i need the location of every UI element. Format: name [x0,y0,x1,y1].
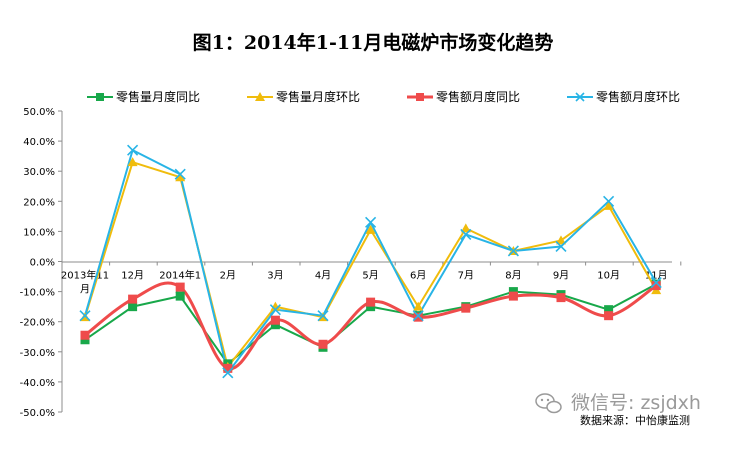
x-tick-label: 6月 [410,270,426,282]
data-point [175,291,185,301]
y-tick-label: -30.0% [20,348,55,359]
chart-title: 图1：2014年1-11月电磁炉市场变化趋势 [193,31,554,54]
source-note: 数据来源：中怡康监测 [580,413,690,427]
x-tick-label: 5月 [362,270,378,282]
data-point [223,363,233,373]
legend-label-1: 零售量月度环比 [276,89,360,104]
data-point [413,301,424,311]
legend-item-3: 零售额月度环比 [567,89,680,104]
data-point [80,330,90,340]
watermark-text: 微信号: zsjdxh [571,392,701,414]
data-point [128,302,138,312]
data-point [366,297,376,307]
y-tick-label: 0.0% [30,258,55,269]
data-point [461,303,471,313]
legend-item-0: 零售量月度同比 [87,89,200,104]
data-point [366,302,376,312]
series-line-2 [84,281,658,370]
legend-label-2: 零售额月度同比 [436,89,520,104]
data-point [222,367,234,379]
series-line-1 [84,161,658,368]
legend-label-0: 零售量月度同比 [116,89,200,104]
data-point [650,277,662,289]
data-point [556,293,566,303]
y-tick-label: 20.0% [23,197,55,208]
data-point [555,240,567,253]
data-point [175,282,185,292]
y-tick-label: -50.0% [20,408,55,419]
x-tick-label: 2月 [220,270,236,282]
data-point [413,312,423,322]
x-tick-label: 9月 [553,270,569,282]
x-tick-label: 7月 [458,270,474,282]
data-point [270,315,280,325]
wechat-icon [535,393,562,414]
y-tick-label: 40.0% [23,137,55,148]
data-point [412,310,424,322]
x-tick-label: 3月 [267,270,283,282]
series-line-0 [84,283,657,365]
data-point [80,335,90,345]
data-point [79,310,91,322]
data-point [127,144,139,156]
data-point [651,281,661,291]
data-point [604,311,614,321]
data-point [365,224,376,234]
y-tick-label: 30.0% [23,167,55,178]
data-point [603,195,615,207]
x-tick-label: 8月 [505,270,521,282]
data-point [460,223,471,233]
data-point [556,235,566,245]
y-tick-label: -40.0% [20,378,55,389]
data-point [318,339,328,349]
y-axis-ticks: 50.0% 40.0% 30.0% 20.0% 10.0% 0.0% -10.0% -20.0… [20,107,62,419]
y-tick-label: 50.0% [23,107,55,118]
data-point [508,287,518,297]
data-point [317,310,329,322]
x-tick-label: 12月 [121,270,144,282]
data-point [603,200,614,210]
data-point [269,304,281,316]
data-point [365,216,377,228]
legend-item-1: 零售量月度环比 [247,89,360,104]
y-tick-label: -10.0% [20,288,55,299]
data-point [270,301,281,311]
y-tick-label: -20.0% [20,318,55,329]
watermark: 微信号: zsjdxh [535,392,701,414]
data-point [270,320,280,330]
y-tick-label: 10.0% [23,227,55,238]
data-point [174,168,186,180]
data-point [507,245,519,257]
data-point [175,172,186,182]
series-markers [79,144,662,379]
x-tick-label: 2013年11 月 [61,269,109,296]
legend-label-3: 零售额月度环比 [596,89,680,104]
data-point [508,291,518,301]
legend-item-2: 零售额月度同比 [407,89,520,104]
data-point [128,294,138,304]
data-point [127,157,138,167]
x-axis-ticks: 2013年11月12月2014年1月2月3月4月5月6月7月8月9月10月11月 [61,261,682,296]
x-tick-label: 10月 [597,270,620,282]
x-tick-label: 4月 [315,270,331,282]
data-point [460,228,472,240]
legend: 零售量月度同比 零售量月度环比 零售额月度同比 零售额月度环比 [87,89,680,104]
data-point [604,305,614,315]
